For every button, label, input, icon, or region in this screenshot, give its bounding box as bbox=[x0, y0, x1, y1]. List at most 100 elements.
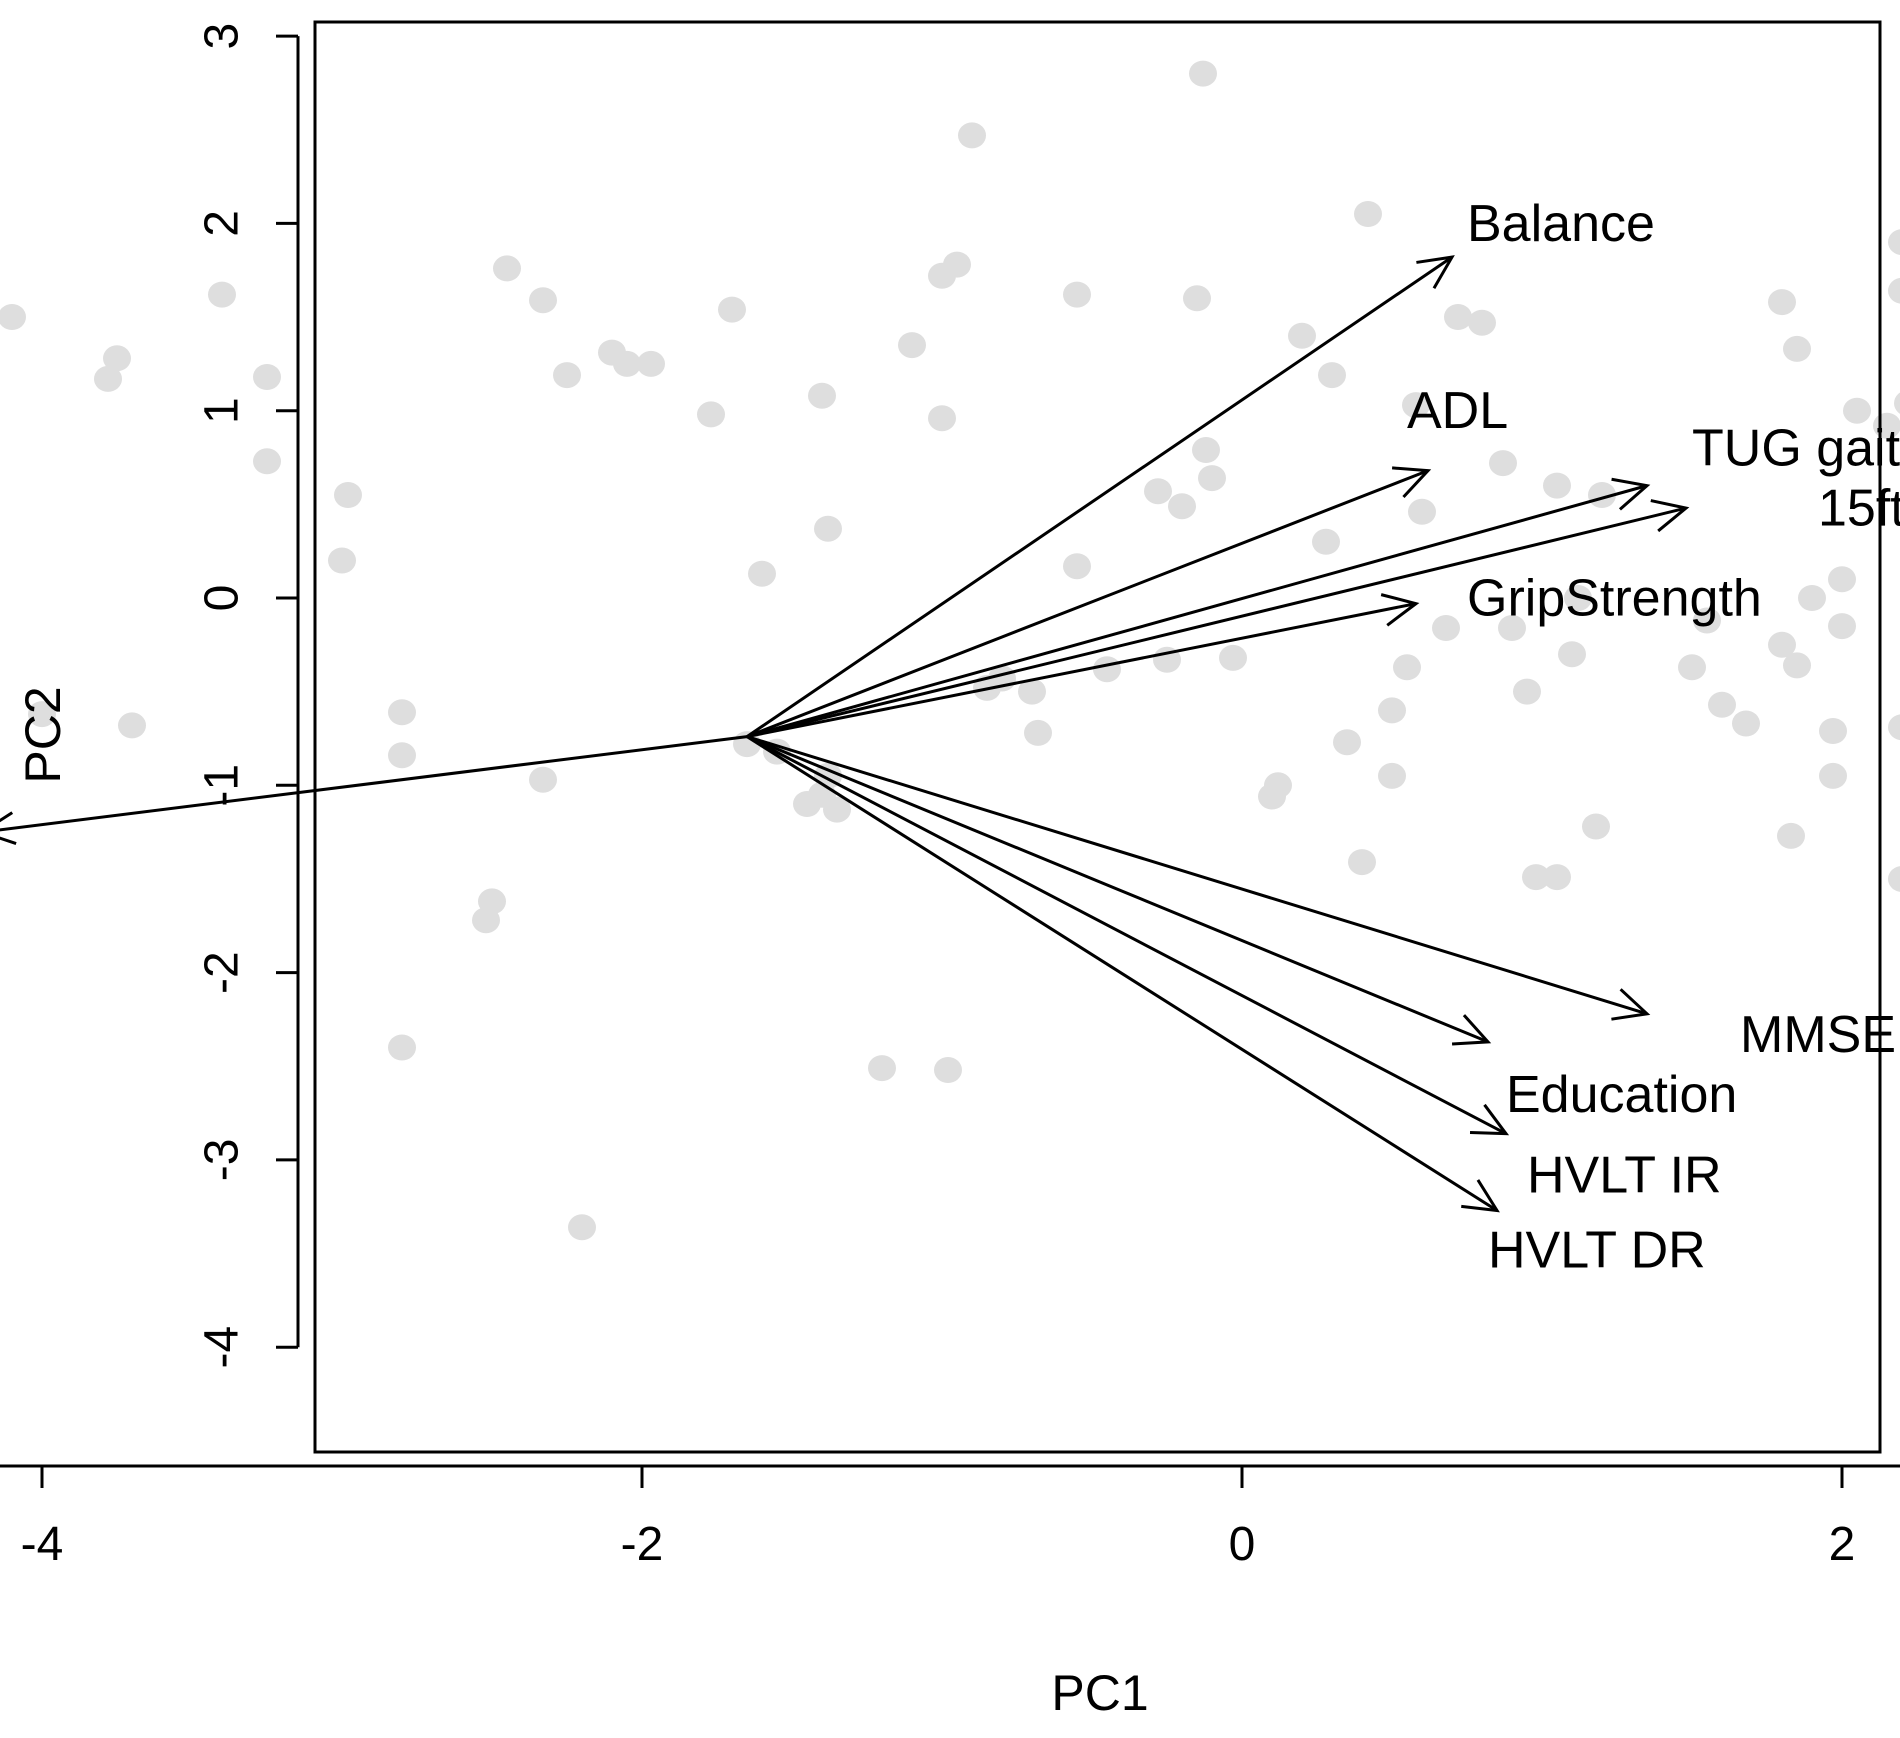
data-point bbox=[568, 1214, 596, 1241]
data-point bbox=[1798, 585, 1826, 611]
data-point bbox=[958, 122, 986, 149]
y-tick-label: 2 bbox=[196, 210, 249, 237]
data-point bbox=[388, 742, 416, 769]
arrow-label: MMSE bbox=[1740, 1006, 1896, 1064]
data-point bbox=[94, 365, 122, 392]
data-point bbox=[1708, 691, 1736, 718]
y-axis: -4 -3 -2 -1 0 1 2 3 bbox=[196, 23, 300, 1369]
data-point bbox=[1819, 762, 1847, 789]
loading-arrow-15ft-gait: 15ft gait bbox=[746, 480, 1900, 739]
data-point bbox=[1498, 615, 1526, 641]
arrow-shaft bbox=[746, 506, 1687, 739]
y-tick-label: -1 bbox=[196, 764, 249, 807]
data-point bbox=[1468, 309, 1496, 336]
data-point bbox=[253, 364, 281, 390]
data-point bbox=[793, 791, 821, 817]
x-tick-label: -2 bbox=[621, 1518, 664, 1571]
arrow-label: Balance bbox=[1467, 195, 1655, 253]
data-point bbox=[1489, 450, 1517, 477]
arrow-label: HVLT IR bbox=[1527, 1146, 1722, 1204]
arrow-shaft bbox=[746, 735, 1507, 1136]
data-point bbox=[1198, 465, 1226, 492]
plot-frame bbox=[313, 20, 1882, 1454]
x-axis-title: PC1 bbox=[1051, 1665, 1148, 1721]
loading-arrow-education: Education bbox=[746, 735, 1737, 1124]
data-point bbox=[334, 482, 362, 508]
y-tick-label: -3 bbox=[196, 1139, 249, 1182]
arrow-head bbox=[1611, 988, 1651, 1021]
data-point bbox=[1783, 652, 1811, 679]
data-point bbox=[253, 448, 281, 475]
data-point bbox=[1144, 478, 1172, 505]
data-point bbox=[1192, 437, 1220, 463]
arrow-head bbox=[1461, 1179, 1500, 1213]
data-point bbox=[637, 350, 665, 377]
data-point bbox=[1318, 362, 1346, 389]
data-point bbox=[472, 907, 500, 934]
arrow-label: HVLT DR bbox=[1488, 1221, 1706, 1279]
data-point bbox=[328, 547, 356, 574]
arrow-head bbox=[1469, 1103, 1510, 1136]
arrow-shaft bbox=[746, 469, 1429, 738]
data-point bbox=[1768, 631, 1796, 658]
arrow-label: 15ft gait bbox=[1818, 480, 1900, 538]
data-point bbox=[1378, 697, 1406, 724]
data-point bbox=[613, 350, 641, 377]
data-point bbox=[1819, 718, 1847, 744]
arrow-shaft bbox=[746, 735, 1648, 1016]
data-point bbox=[1894, 392, 1900, 414]
data-point bbox=[1732, 710, 1760, 737]
data-point bbox=[814, 515, 842, 542]
loading-arrow-adl: ADL bbox=[746, 382, 1508, 738]
data-point bbox=[1828, 566, 1856, 593]
x-tick-label: 2 bbox=[1829, 1518, 1856, 1571]
data-point bbox=[1063, 553, 1091, 580]
arrow-shaft bbox=[0, 735, 748, 832]
data-point bbox=[823, 796, 851, 823]
arrow-shaft bbox=[746, 735, 1489, 1044]
scatter-points bbox=[0, 60, 1900, 1241]
data-point bbox=[1522, 864, 1550, 891]
loading-arrow-tug-gait: TUG gait bbox=[746, 420, 1900, 739]
loading-arrow-gripstrength: GripStrength bbox=[746, 569, 1762, 739]
data-point bbox=[388, 699, 416, 726]
data-point bbox=[1258, 783, 1286, 810]
data-point bbox=[1444, 304, 1472, 330]
arrow-head bbox=[1650, 499, 1690, 533]
data-point bbox=[1408, 498, 1436, 525]
data-point bbox=[103, 345, 131, 372]
data-point bbox=[868, 1055, 896, 1082]
arrow-head bbox=[1416, 255, 1455, 290]
data-point bbox=[208, 281, 236, 308]
data-point bbox=[1564, 585, 1592, 611]
y-tick-label: -2 bbox=[196, 951, 249, 994]
arrow-label: GripStrength bbox=[1467, 569, 1762, 627]
data-point bbox=[1768, 289, 1796, 316]
arrow-head bbox=[1380, 593, 1420, 627]
data-point bbox=[697, 401, 725, 428]
data-point bbox=[1402, 392, 1430, 419]
data-point bbox=[1432, 615, 1460, 641]
arrow-shaft bbox=[746, 255, 1453, 738]
data-point bbox=[1582, 813, 1610, 840]
data-point bbox=[388, 1034, 416, 1061]
data-point bbox=[1543, 864, 1571, 891]
data-point bbox=[718, 296, 746, 323]
data-point bbox=[1348, 849, 1376, 876]
arrow-shaft bbox=[746, 735, 1498, 1212]
data-point bbox=[1888, 714, 1900, 741]
y-tick-label: 3 bbox=[196, 23, 249, 50]
data-point bbox=[1888, 866, 1900, 892]
x-tick-label: -4 bbox=[21, 1518, 64, 1571]
data-point bbox=[1558, 641, 1586, 668]
data-point bbox=[1093, 656, 1121, 683]
data-point bbox=[1183, 285, 1211, 312]
y-axis-title: PC2 bbox=[15, 686, 71, 783]
data-point bbox=[0, 304, 26, 330]
data-point bbox=[1024, 719, 1052, 746]
data-point bbox=[1543, 472, 1571, 499]
loading-arrow-balance: Balance bbox=[746, 195, 1655, 738]
data-point bbox=[934, 1057, 962, 1083]
